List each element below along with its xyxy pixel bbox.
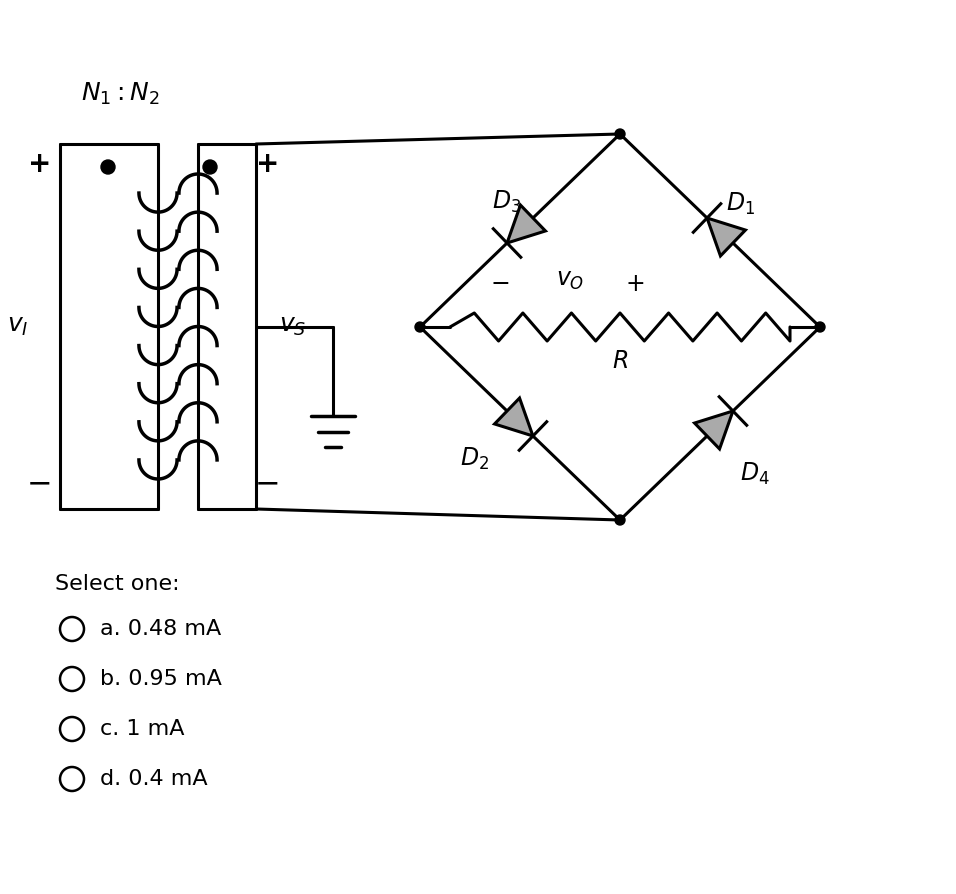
Circle shape — [101, 160, 115, 174]
Polygon shape — [507, 205, 546, 243]
Text: c. 1 mA: c. 1 mA — [100, 719, 185, 739]
Polygon shape — [494, 398, 532, 436]
Text: −: − — [490, 272, 510, 296]
Text: $D_3$: $D_3$ — [492, 189, 521, 215]
Text: $N_1 : N_2$: $N_1 : N_2$ — [80, 80, 160, 107]
Text: +: + — [625, 272, 645, 296]
Text: −: − — [255, 469, 281, 499]
Circle shape — [815, 322, 825, 332]
Polygon shape — [707, 218, 746, 256]
Polygon shape — [695, 411, 733, 449]
Text: $v_I$: $v_I$ — [8, 316, 29, 339]
Circle shape — [415, 322, 425, 332]
Text: $D_2$: $D_2$ — [460, 446, 489, 472]
Circle shape — [615, 515, 625, 525]
Text: +: + — [256, 150, 280, 178]
Circle shape — [203, 160, 217, 174]
Text: b. 0.95 mA: b. 0.95 mA — [100, 669, 222, 689]
Text: $D_1$: $D_1$ — [726, 191, 755, 217]
Text: $D_4$: $D_4$ — [740, 461, 770, 487]
Text: −: − — [28, 469, 53, 499]
Text: a. 0.48 mA: a. 0.48 mA — [100, 619, 221, 639]
Text: $R$: $R$ — [612, 350, 628, 374]
Circle shape — [615, 129, 625, 139]
Text: Select one:: Select one: — [55, 574, 180, 594]
Text: +: + — [29, 150, 52, 178]
Text: $v_S$: $v_S$ — [279, 316, 307, 339]
Text: $v_O$: $v_O$ — [555, 269, 584, 292]
Text: d. 0.4 mA: d. 0.4 mA — [100, 769, 207, 789]
